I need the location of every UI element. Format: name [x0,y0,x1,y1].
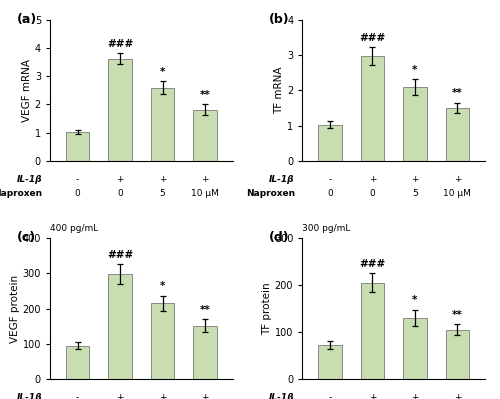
Text: (c): (c) [17,231,36,244]
Y-axis label: VEGF mRNA: VEGF mRNA [22,59,32,122]
Text: 10 μM: 10 μM [191,189,219,198]
Text: 5: 5 [160,189,166,198]
Bar [194,326,217,379]
Text: IL-1β: IL-1β [17,175,42,184]
Text: 0: 0 [370,189,375,198]
Bar [151,87,174,161]
Text: ###: ### [359,259,386,269]
Text: +: + [454,393,461,399]
Text: (d): (d) [270,231,290,244]
Text: +: + [368,175,376,184]
Text: -: - [76,393,80,399]
Text: +: + [202,175,209,184]
Text: +: + [159,393,166,399]
Text: 5: 5 [412,189,418,198]
Y-axis label: TF mRNA: TF mRNA [274,67,284,114]
Text: +: + [368,393,376,399]
Text: -: - [328,175,332,184]
Text: 10 μM: 10 μM [444,189,471,198]
Text: +: + [159,175,166,184]
Y-axis label: TF protein: TF protein [262,282,272,335]
Text: IL-1β: IL-1β [17,393,42,399]
Text: +: + [202,393,209,399]
Text: *: * [160,67,166,77]
Bar [151,303,174,379]
Bar [446,330,469,379]
Text: 0: 0 [118,189,123,198]
Text: IL-1β: IL-1β [270,393,295,399]
Text: +: + [454,175,461,184]
Text: -: - [328,393,332,399]
Bar [318,124,342,161]
Text: **: ** [452,89,462,99]
Bar [194,109,217,161]
Text: *: * [160,281,166,291]
Text: Naproxen: Naproxen [0,189,42,198]
Bar [66,346,90,379]
Bar [403,318,426,379]
Text: +: + [411,175,418,184]
Text: +: + [411,393,418,399]
Text: ###: ### [359,33,386,43]
Text: IL-1β: IL-1β [270,175,295,184]
Text: +: + [116,393,124,399]
Text: Naproxen: Naproxen [246,189,295,198]
Bar [360,56,384,161]
Bar [108,59,132,161]
Text: -: - [76,175,80,184]
Text: +: + [116,175,124,184]
Text: 400 pg/mL: 400 pg/mL [50,223,98,233]
Text: **: ** [452,310,462,320]
Bar [446,108,469,161]
Text: 0: 0 [327,189,332,198]
Text: ###: ### [107,250,134,260]
Bar [318,345,342,379]
Text: *: * [412,295,418,305]
Text: (b): (b) [270,13,290,26]
Bar [403,87,426,161]
Bar [360,283,384,379]
Text: ###: ### [107,39,134,49]
Text: 0: 0 [75,189,80,198]
Text: **: ** [200,305,210,315]
Y-axis label: VEGF protein: VEGF protein [10,275,20,343]
Text: **: ** [200,90,210,100]
Bar [108,274,132,379]
Text: *: * [412,65,418,75]
Bar [66,132,90,161]
Text: 300 pg/mL: 300 pg/mL [302,223,350,233]
Text: (a): (a) [17,13,38,26]
